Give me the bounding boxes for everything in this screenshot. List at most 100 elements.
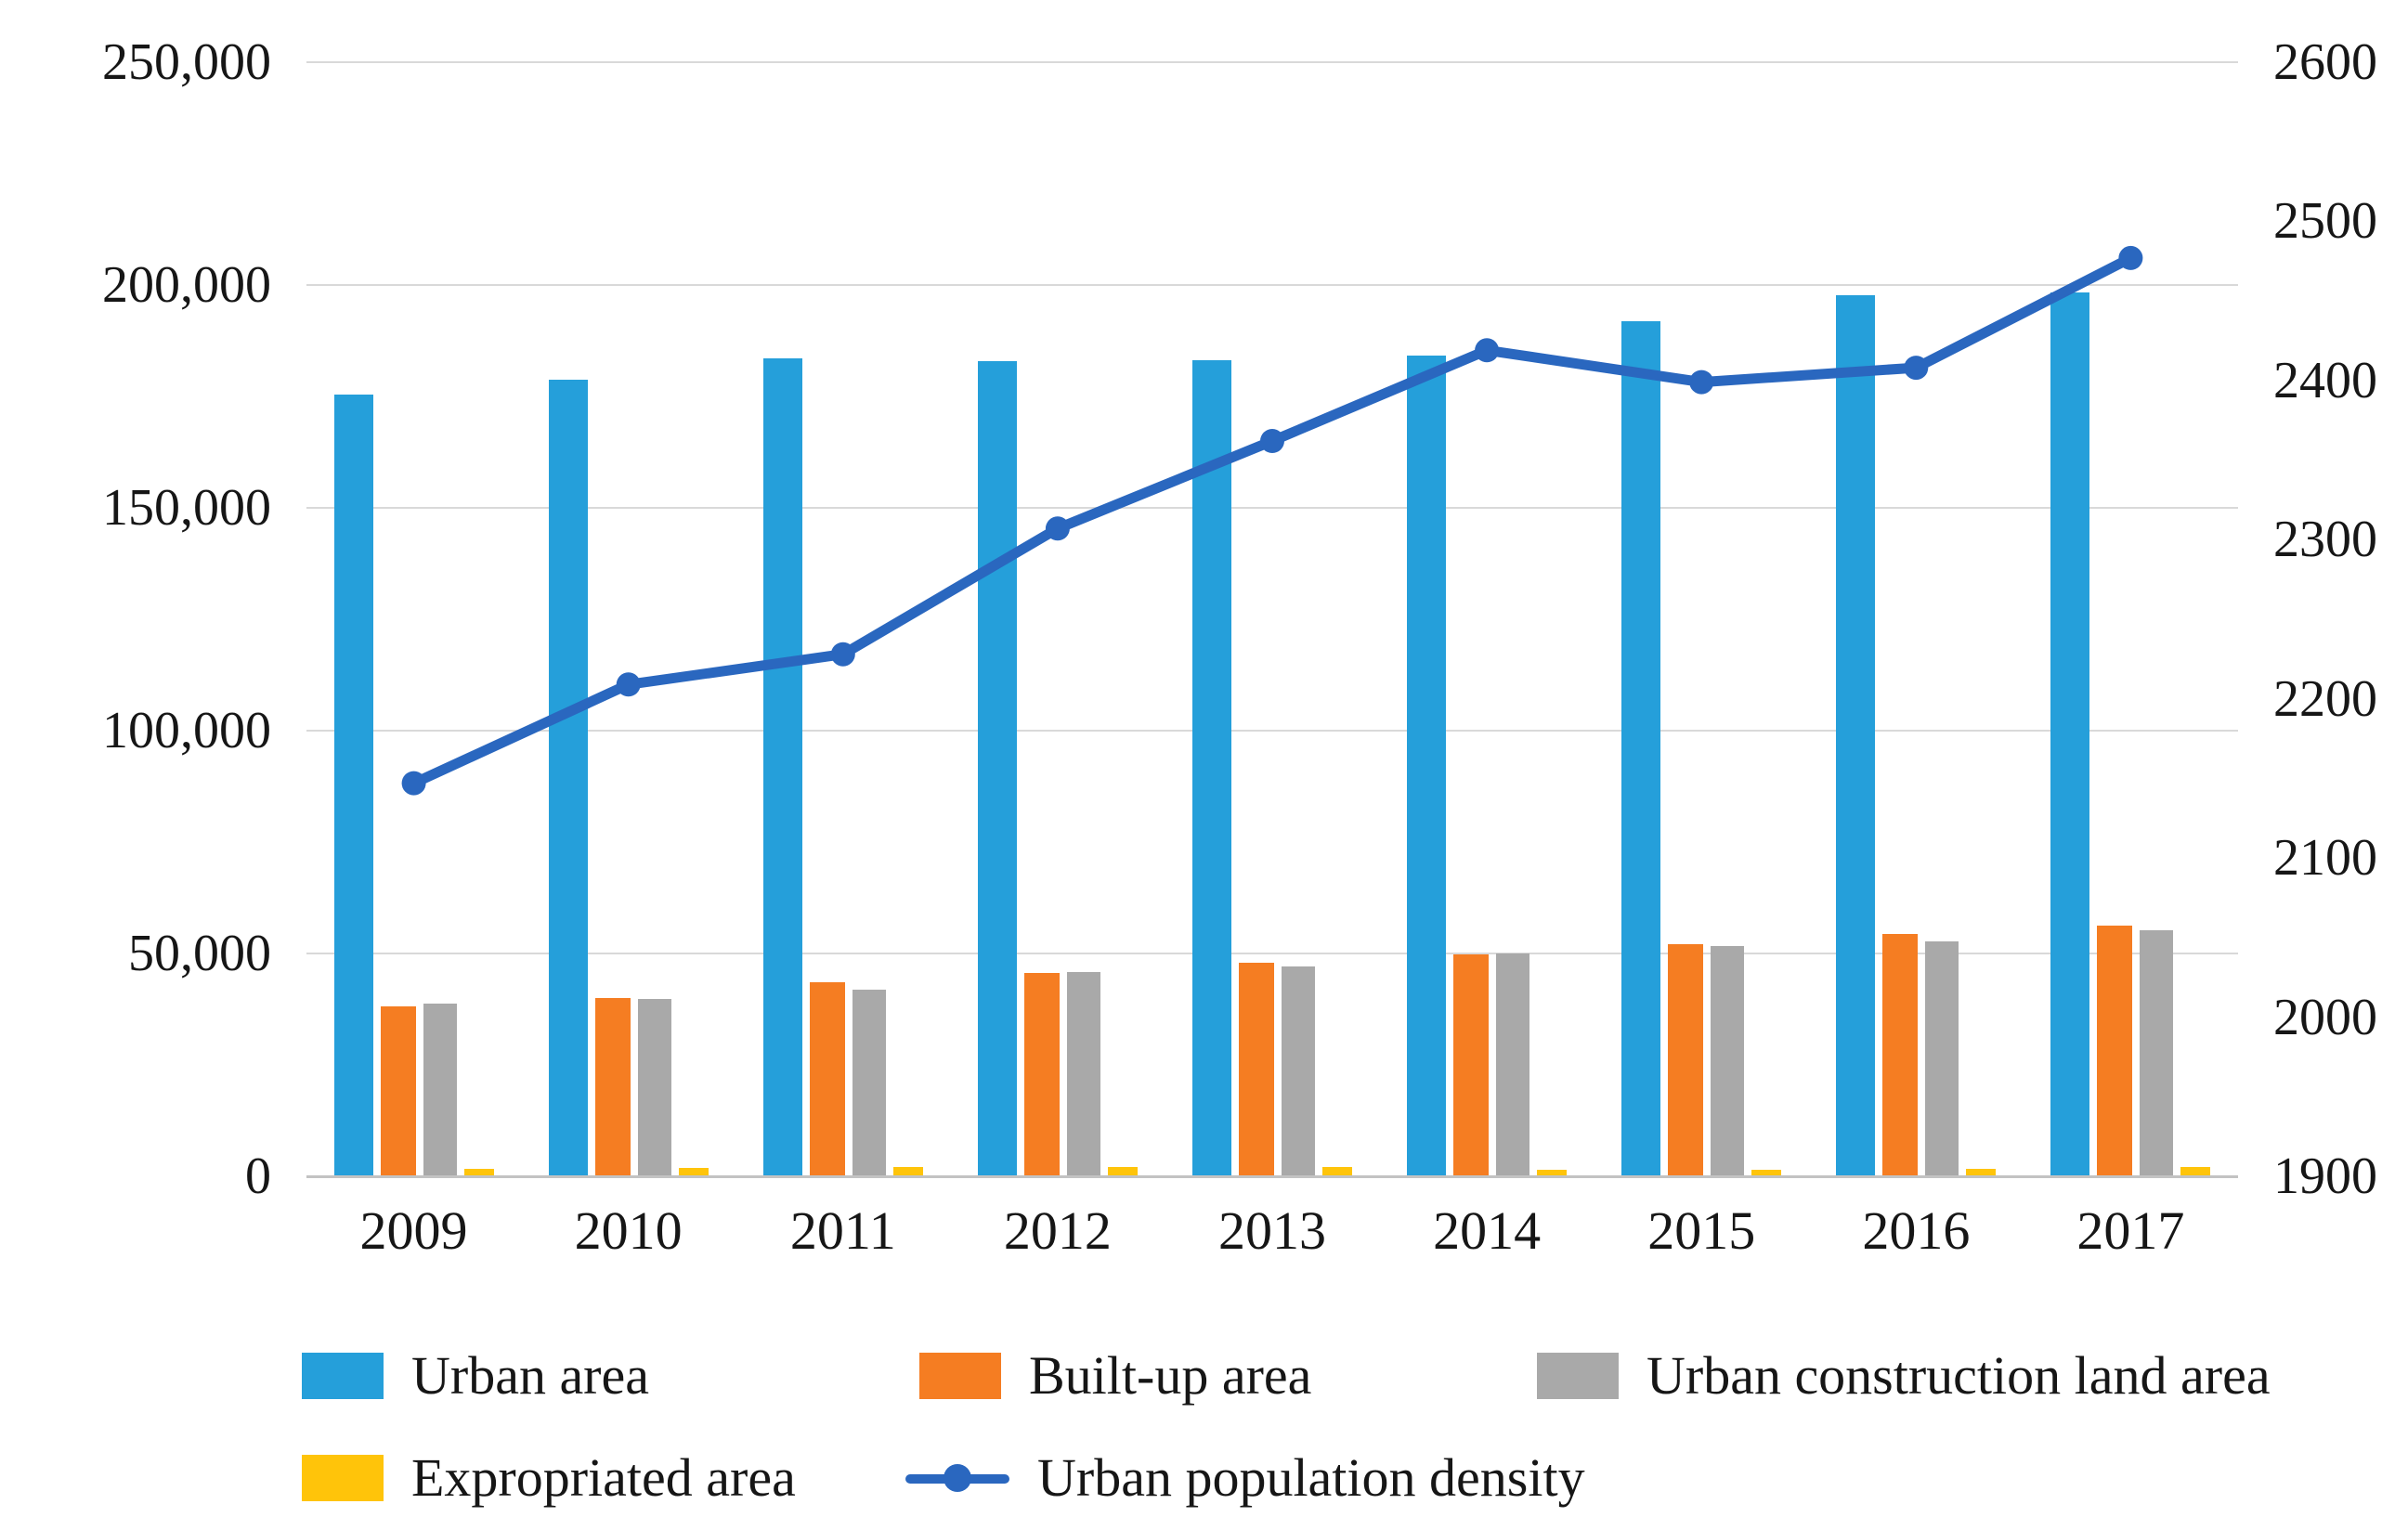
x-axis-year-label: 2009 xyxy=(359,1200,468,1261)
urban-area-bar xyxy=(2050,292,2090,1176)
bar-group-2009 xyxy=(306,62,521,1176)
urban-construction-land-area-bar xyxy=(1711,946,1745,1176)
urban-area-bar xyxy=(333,395,373,1176)
gridline xyxy=(306,730,2238,732)
gridline xyxy=(306,61,2238,63)
urban-construction-land-area-bar xyxy=(1496,953,1530,1176)
legend-label-urban-population-density: Urban population density xyxy=(1037,1447,1585,1508)
urban-construction-land-area-bar xyxy=(852,990,886,1176)
built-up-area-bar xyxy=(1238,963,1274,1176)
right-axis-tick-label: 2100 xyxy=(2273,829,2377,888)
urban-construction-land-area-bar xyxy=(2140,930,2174,1176)
left-axis-tick-label: 250,000 xyxy=(102,33,271,91)
gridline xyxy=(306,507,2238,509)
urban-area-bar xyxy=(1836,295,1876,1176)
expropriated-area-bar xyxy=(463,1169,494,1176)
bar-group-2014 xyxy=(1380,62,1594,1176)
right-axis-tick-label: 2200 xyxy=(2273,669,2377,728)
x-axis-year-label: 2016 xyxy=(1862,1200,1971,1261)
density-data-point xyxy=(1904,356,1929,381)
density-data-point xyxy=(401,771,426,796)
urban-construction-land-area-bar xyxy=(637,999,671,1176)
urban-construction-land-area-bar xyxy=(1925,941,1959,1176)
built-up-area-bar xyxy=(2097,926,2133,1176)
legend-item-built-up-area: Built-up area xyxy=(919,1344,1311,1407)
urban-area-bar xyxy=(762,358,802,1176)
expropriated-area-bar xyxy=(1321,1167,1352,1176)
built-up-area-bar xyxy=(809,982,845,1176)
built-up-area-bar xyxy=(594,998,631,1176)
bar-group-2011 xyxy=(735,62,950,1176)
urban-construction-land-area-bar xyxy=(1066,972,1100,1176)
expropriated-area-bar xyxy=(1966,1169,1997,1176)
urban-area-bar xyxy=(1191,360,1231,1176)
expropriated-area-bar xyxy=(2180,1167,2211,1176)
legend-label-urban-construction-land-area: Urban construction land area xyxy=(1647,1345,2271,1406)
urban-area-bar xyxy=(548,380,588,1176)
density-data-point xyxy=(616,672,641,697)
urban-construction-land-area-bar xyxy=(423,1004,457,1176)
x-axis-year-label: 2011 xyxy=(789,1200,896,1261)
bar-group-2010 xyxy=(521,62,735,1176)
legend-item-urban-construction-land-area: Urban construction land area xyxy=(1537,1344,2271,1407)
built-up-area-bar xyxy=(1453,954,1490,1176)
built-up-area-bar xyxy=(1668,944,1704,1176)
plot-area xyxy=(306,61,2238,1178)
x-axis: 2009 2010 2011 2012 2013 2014 2015 2016 2017 xyxy=(306,1199,2238,1262)
bar-groups-layer xyxy=(306,62,2238,1176)
x-axis-year-label: 2012 xyxy=(1003,1200,1112,1261)
legend-item-expropriated-area: Expropriated area xyxy=(302,1446,796,1509)
bar-group-2016 xyxy=(1809,62,2024,1176)
x-axis-baseline xyxy=(306,1175,2238,1178)
urban-population-density-line xyxy=(411,253,2133,788)
x-axis-year-label: 2014 xyxy=(1433,1200,1542,1261)
urban-construction-land-area-bar xyxy=(1281,966,1315,1176)
gridline xyxy=(306,284,2238,286)
right-axis-tick-label: 2300 xyxy=(2273,511,2377,569)
expropriated-area-bar xyxy=(678,1168,709,1176)
right-y-axis: 2600 2500 2400 2300 2200 2100 2000 1900 xyxy=(2273,33,2403,1205)
legend-label-expropriated-area: Expropriated area xyxy=(411,1447,796,1508)
urban-area-bar xyxy=(1621,321,1661,1176)
urban-area-swatch xyxy=(302,1352,384,1399)
density-data-point xyxy=(1260,429,1284,453)
left-axis-tick-label: 50,000 xyxy=(128,925,271,982)
bar-group-2017 xyxy=(2024,62,2238,1176)
right-axis-tick-label: 2600 xyxy=(2273,33,2377,91)
gridline xyxy=(306,953,2238,954)
left-axis-tick-label: 0 xyxy=(245,1147,271,1205)
expropriated-area-bar xyxy=(892,1167,923,1176)
x-axis-year-label: 2010 xyxy=(574,1200,683,1261)
expropriated-area-bar xyxy=(1751,1170,1782,1176)
bar-group-2012 xyxy=(950,62,1165,1176)
x-axis-year-label: 2017 xyxy=(2076,1200,2185,1261)
density-data-point xyxy=(1475,338,1500,363)
legend-label-urban-area: Urban area xyxy=(411,1345,649,1406)
left-y-axis: 250,000 200,000 150,000 100,000 50,000 0 xyxy=(28,33,271,1205)
density-data-point xyxy=(830,642,855,667)
left-axis-tick-label: 150,000 xyxy=(102,479,271,537)
right-axis-tick-label: 2500 xyxy=(2273,192,2377,251)
density-data-point xyxy=(2118,245,2143,270)
right-axis-tick-label: 2000 xyxy=(2273,988,2377,1046)
built-up-area-bar xyxy=(1882,934,1919,1176)
urban-area-bar xyxy=(1407,356,1447,1176)
left-axis-tick-label: 100,000 xyxy=(102,702,271,759)
bar-group-2015 xyxy=(1594,62,1809,1176)
density-line-layer xyxy=(401,245,2143,796)
built-up-area-bar xyxy=(1023,973,1060,1176)
legend-item-urban-area: Urban area xyxy=(302,1344,649,1407)
right-axis-tick-label: 2400 xyxy=(2273,351,2377,409)
urban-construction-land-area-swatch xyxy=(1537,1352,1619,1399)
bar-group-2013 xyxy=(1165,62,1379,1176)
left-axis-tick-label: 200,000 xyxy=(102,256,271,314)
built-up-area-swatch xyxy=(919,1352,1001,1399)
legend-label-built-up-area: Built-up area xyxy=(1029,1345,1312,1406)
x-axis-year-label: 2015 xyxy=(1647,1200,1756,1261)
expropriated-area-bar xyxy=(1537,1170,1568,1176)
density-line-marker-icon xyxy=(905,1455,1009,1501)
expropriated-area-bar xyxy=(1107,1167,1138,1176)
density-data-point xyxy=(1045,516,1070,541)
urban-area-bar xyxy=(977,361,1017,1176)
